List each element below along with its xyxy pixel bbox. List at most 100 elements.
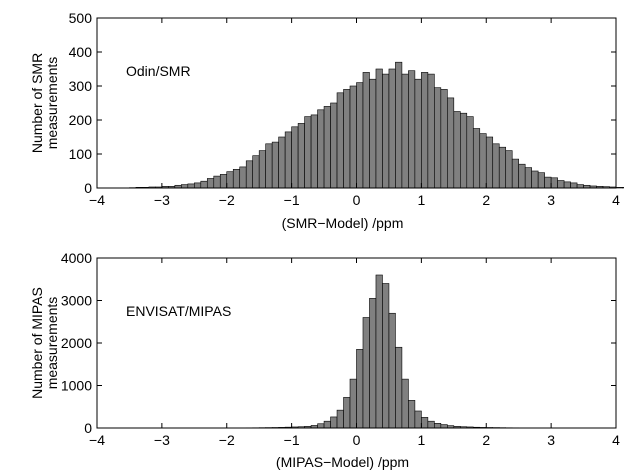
chart-0-bar	[219, 174, 228, 189]
chart-0-bar	[492, 143, 500, 189]
chart-1-bar	[440, 424, 448, 429]
chart-1-y-tick-label: 1000	[61, 378, 92, 394]
chart-1-bar	[362, 317, 370, 429]
chart-1-x-tick-label: −2	[219, 432, 235, 448]
chart-0-bar	[395, 61, 403, 189]
chart-0-bar	[239, 166, 247, 189]
chart-1-bar	[349, 378, 357, 429]
chart-1-x-tick-label: −3	[154, 432, 170, 448]
chart-0-y-tick-label: 500	[69, 10, 93, 26]
chart-0-annotation: Odin/SMR	[126, 63, 191, 79]
chart-0-bar	[232, 169, 241, 189]
chart-0-bar	[382, 73, 390, 189]
chart-1-y-tick-label: 2000	[61, 335, 92, 351]
chart-1-y-axis-label-line: measurements	[44, 297, 60, 390]
chart-1-bar	[434, 423, 442, 429]
chart-0-bar	[550, 177, 558, 189]
chart-0-bar	[297, 123, 305, 189]
chart-0-bar	[245, 160, 253, 189]
chart-1-x-tick-label: −1	[284, 432, 300, 448]
chart-0-bar	[291, 126, 299, 189]
chart-1-bar	[382, 283, 390, 429]
chart-1-bar	[369, 298, 377, 429]
chart-0-x-tick-label: 3	[547, 192, 555, 208]
chart-1-bar	[408, 400, 416, 429]
chart-0-bar	[194, 182, 202, 189]
chart-0-bar	[330, 102, 338, 189]
chart-0-bar	[200, 180, 208, 189]
chart-0-bar	[524, 167, 532, 189]
chart-1-y-tick-label: 0	[84, 420, 92, 436]
chart-0-y-tick-label: 400	[69, 44, 93, 60]
chart-0-bar	[485, 136, 494, 189]
chart-1-x-tick-label: 4	[612, 432, 620, 448]
chart-0-bar	[453, 111, 461, 189]
chart-1-y-axis-label: Number of MIPASmeasurements	[29, 287, 60, 399]
chart-1-bar	[414, 410, 422, 429]
chart-1-bar	[388, 312, 396, 429]
chart-0-bar	[317, 109, 325, 189]
chart-1-x-tick-label: 2	[482, 432, 490, 448]
chart-0-x-tick-label: −4	[89, 192, 105, 208]
chart-1-y-tick-label: 3000	[61, 293, 92, 309]
chart-0-y-tick-label: 0	[84, 180, 92, 196]
chart-0-bar	[408, 70, 416, 189]
chart-0-bar	[557, 180, 565, 189]
chart-0-bar	[375, 68, 383, 189]
chart-0-bar	[466, 116, 474, 189]
chart-1-bar	[356, 349, 364, 429]
chart-1-bar	[330, 416, 338, 429]
chart-0-bar	[531, 170, 539, 189]
chart-0-bar	[615, 187, 623, 189]
chart-0-bar	[479, 133, 487, 189]
chart-0-bar	[511, 158, 519, 189]
chart-0-bar	[258, 150, 266, 189]
chart-0-bar	[388, 68, 396, 189]
chart-0-y-tick-label: 300	[69, 78, 93, 94]
chart-0-y-tick-label: 200	[69, 112, 93, 128]
chart-0-bar	[278, 136, 286, 189]
chart-0-bar	[362, 72, 370, 189]
chart-0-bar	[447, 97, 455, 189]
chart-0-bar	[323, 106, 331, 189]
chart-0-bar	[252, 155, 260, 189]
chart-1-x-tick-label: 0	[353, 432, 361, 448]
chart-0-x-tick-label: 2	[482, 192, 490, 208]
chart-1-x-tick-label: 1	[417, 432, 425, 448]
chart-0-bar	[518, 163, 526, 189]
chart-0-bar	[401, 73, 409, 189]
chart-0-x-tick-label: 0	[353, 192, 361, 208]
chart-0-bar	[570, 182, 578, 189]
chart-0-bar	[284, 131, 292, 189]
chart-0-bar	[226, 171, 234, 189]
chart-0-bar	[498, 146, 507, 189]
chart-0-bar	[434, 87, 442, 189]
chart-0-bar	[310, 114, 318, 189]
chart-1-annotation: ENVISAT/MIPAS	[126, 303, 231, 319]
chart-0-y-tick-label: 100	[69, 146, 93, 162]
chart-0-y-axis-label-line: measurements	[44, 57, 60, 150]
chart-0-x-axis-label: (SMR−Model) /ppm	[282, 215, 404, 231]
chart-0-bar	[349, 85, 357, 189]
chart-0-bar	[206, 178, 215, 189]
chart-1-x-tick-label: −4	[89, 432, 105, 448]
chart-0-y-axis-label: Number of SMRmeasurements	[29, 53, 60, 153]
chart-0-bar	[427, 73, 435, 189]
chart-0-bar	[356, 82, 364, 189]
chart-0-bar	[544, 176, 552, 189]
chart-0-bar	[304, 116, 312, 189]
chart-0-bar	[265, 143, 273, 189]
chart-0-bar	[414, 78, 422, 189]
chart-0-x-tick-label: 4	[612, 192, 620, 208]
chart-1-bar	[421, 417, 429, 429]
chart-1-x-axis-label: (MIPAS−Model) /ppm	[276, 454, 409, 470]
chart-0-bar	[181, 184, 189, 189]
chart-0-bar	[459, 112, 468, 189]
chart-0-x-tick-label: −2	[219, 192, 235, 208]
chart-1-y-axis-label-line: Number of MIPAS	[29, 287, 45, 399]
chart-0-bar	[421, 72, 429, 189]
chart-0-bar	[213, 175, 221, 189]
chart-0-bar	[440, 89, 448, 189]
chart-1-bar	[375, 274, 383, 429]
